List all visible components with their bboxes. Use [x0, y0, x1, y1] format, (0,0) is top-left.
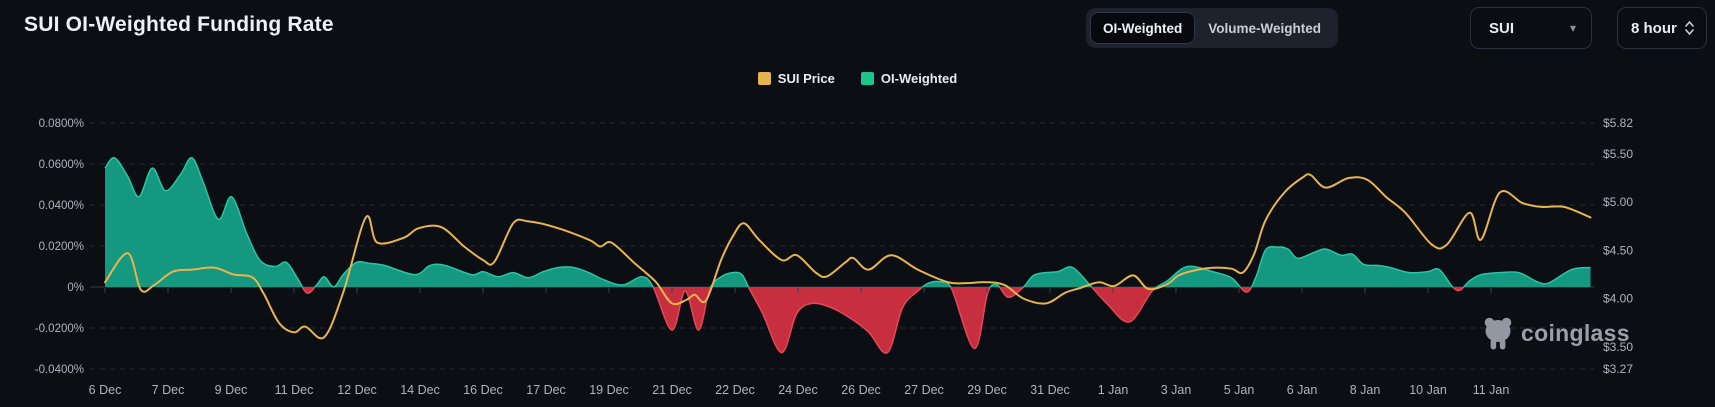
right-axis-tick-label: $5.50: [1603, 147, 1633, 161]
x-axis-tick-label: 17 Dec: [526, 383, 566, 397]
toggle-volume-weighted[interactable]: Volume-Weighted: [1195, 12, 1334, 44]
weighting-toggle: OI-Weighted Volume-Weighted: [1086, 8, 1339, 48]
x-axis-tick-label: 22 Dec: [715, 383, 755, 397]
x-axis-tick-label: 7 Dec: [152, 383, 185, 397]
updown-chevrons-icon: [1685, 21, 1694, 35]
x-axis-tick-label: 11 Dec: [275, 383, 314, 397]
left-axis-tick-label: 0.0800%: [39, 118, 84, 130]
legend-item-sui-price[interactable]: SUI Price: [757, 71, 835, 86]
x-axis-tick-label: 3 Jan: [1161, 383, 1192, 397]
x-axis-tick-label: 29 Dec: [967, 383, 1007, 397]
symbol-select-value: SUI: [1489, 19, 1515, 37]
right-axis-tick-label: $3.50: [1603, 340, 1633, 354]
x-axis-tick-label: 8 Jan: [1350, 383, 1381, 397]
interval-select[interactable]: 8 hour: [1617, 7, 1707, 49]
symbol-select[interactable]: SUI ▾: [1470, 7, 1592, 49]
left-axis-tick-label: 0.0400%: [39, 200, 84, 212]
x-axis-tick-label: 12 Dec: [337, 383, 377, 397]
funding-area-negative: [105, 287, 1591, 354]
x-axis-tick-label: 10 Jan: [1409, 383, 1447, 397]
x-axis-tick-label: 21 Dec: [652, 383, 692, 397]
x-axis-tick-label: 9 Dec: [215, 383, 248, 397]
left-axis-tick-label: -0.0400%: [35, 364, 84, 376]
chart-legend: SUI Price OI-Weighted: [0, 71, 1715, 86]
chevron-down-icon: ▾: [1569, 21, 1576, 35]
x-axis-tick-label: 16 Dec: [463, 383, 503, 397]
x-axis-tick-label: 24 Dec: [778, 383, 818, 397]
coinglass-logo-icon: [1484, 317, 1512, 350]
x-axis-tick-label: 6 Dec: [89, 383, 122, 397]
left-axis-tick-label: -0.0200%: [35, 323, 84, 335]
legend-swatch-oi-weighted: [860, 72, 874, 85]
x-axis-tick-label: 31 Dec: [1030, 383, 1070, 397]
coinglass-wordmark: coinglass: [1521, 319, 1630, 346]
right-axis-tick-label: $4.50: [1603, 243, 1633, 257]
legend-label-oi-weighted: OI-Weighted: [880, 71, 958, 86]
x-axis-tick-label: 5 Jan: [1224, 383, 1255, 397]
right-axis-tick-label: $5.00: [1603, 195, 1633, 209]
coinglass-watermark: coinglass: [1482, 316, 1630, 350]
legend-item-oi-weighted[interactable]: OI-Weighted: [860, 71, 958, 86]
legend-label-sui-price: SUI Price: [777, 71, 835, 86]
x-axis-tick-label: 1 Jan: [1098, 383, 1129, 397]
right-axis-tick-label: $4.00: [1603, 292, 1633, 306]
x-axis-tick-label: 27 Dec: [904, 383, 944, 397]
interval-select-value: 8 hour: [1631, 19, 1677, 37]
right-axis-tick-label: $3.27: [1603, 362, 1633, 376]
left-axis-tick-label: 0.0600%: [39, 159, 84, 171]
right-axis-tick-label: $5.82: [1603, 116, 1633, 130]
x-axis-tick-label: 19 Dec: [589, 383, 629, 397]
x-axis-tick-label: 11 Jan: [1473, 383, 1510, 397]
funding-edge-negative: [301, 287, 1465, 354]
funding-area-positive: [105, 157, 1591, 287]
price-line: [104, 173, 1592, 340]
left-axis-tick-label: 0%: [67, 282, 84, 294]
left-axis-tick-label: 0.0200%: [39, 241, 84, 253]
legend-swatch-sui-price: [757, 72, 771, 85]
x-axis-tick-label: 14 Dec: [400, 383, 440, 397]
page-title: SUI OI-Weighted Funding Rate: [24, 13, 334, 36]
x-axis-tick-label: 6 Jan: [1287, 383, 1318, 397]
funding-edge-positive: [104, 157, 1591, 287]
x-axis-tick-label: 26 Dec: [841, 383, 881, 397]
toggle-oi-weighted[interactable]: OI-Weighted: [1090, 12, 1196, 44]
